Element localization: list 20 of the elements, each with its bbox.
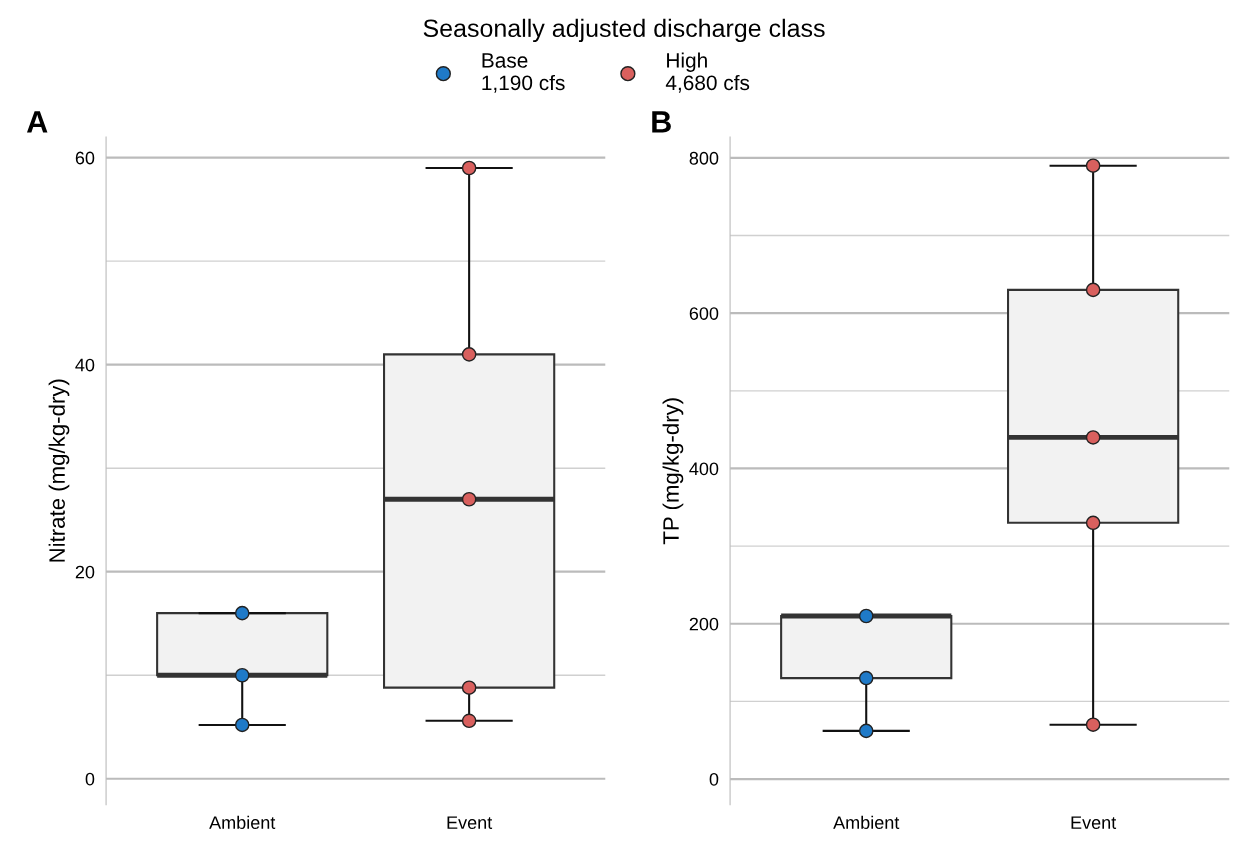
legend-title: Seasonally adjusted discharge class [423,18,825,43]
x-tick-label: Ambient [209,815,276,830]
legend-label: Base 1,190 cfs [482,53,565,93]
y-tick-label: 200 [689,617,719,631]
x-tick-label: Event [1071,816,1117,830]
x-tick-label: Ambient [833,815,900,830]
x-tick-label: Event [447,816,493,830]
y-tick-label: 400 [689,462,719,476]
y-tick-label: 0 [709,772,719,786]
legend-label: High 4,680 cfs [665,52,750,93]
y-axis-title: Nitrate (mg/kg-dry) [48,379,70,562]
y-tick-label: 20 [75,565,95,579]
text: B [652,111,671,133]
y-tick-label: 0 [85,772,95,786]
y-tick-label: 800 [689,151,719,165]
text: A [26,111,48,133]
y-tick-label: 60 [75,151,95,165]
y-tick-label: 600 [689,307,719,320]
y-tick-label: 40 [75,358,95,372]
y-axis-title: TP (mg/kg-dry) [662,398,684,545]
